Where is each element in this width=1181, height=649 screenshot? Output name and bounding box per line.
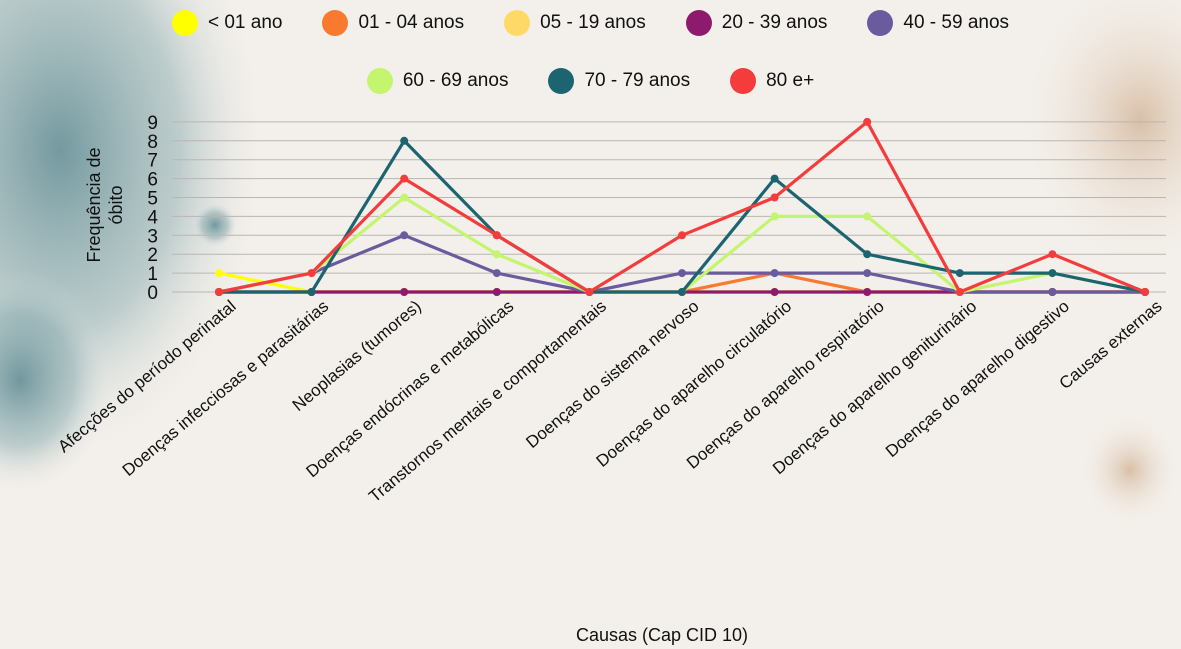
data-point xyxy=(400,174,409,183)
x-tick-label: Doenças do aparelho digestivo xyxy=(882,297,1073,462)
y-tick-label: 0 xyxy=(147,283,158,304)
y-tick-label: 2 xyxy=(147,245,158,266)
data-point xyxy=(400,193,409,202)
data-point xyxy=(770,212,779,221)
data-point xyxy=(770,174,779,183)
data-point xyxy=(863,269,872,278)
data-point xyxy=(492,288,501,296)
legend-row-2: 60 - 69 anos 70 - 79 anos 80 e+ xyxy=(0,68,1181,94)
series-group xyxy=(215,117,1149,296)
legend-swatch xyxy=(171,10,198,36)
y-tick-label: 8 xyxy=(147,132,158,153)
y-axis-label-line-1: Frequência de xyxy=(84,147,104,262)
data-point xyxy=(1048,288,1057,296)
data-point xyxy=(955,269,964,278)
legend-swatch xyxy=(504,10,531,36)
legend-swatch xyxy=(548,68,575,94)
x-tick-label: Doenças do aparelho respiratório xyxy=(683,297,888,473)
series-group xyxy=(215,231,1149,296)
data-point xyxy=(770,269,779,278)
series-group xyxy=(215,193,1149,296)
data-point xyxy=(1048,269,1057,278)
y-tick-label: 7 xyxy=(147,151,158,172)
legend-swatch xyxy=(685,10,712,36)
x-tick-label: Doenças do aparelho geniturinário xyxy=(769,297,980,479)
legend-swatch xyxy=(322,10,349,36)
legend-item: 60 - 69 anos xyxy=(366,68,509,94)
y-tick-label: 4 xyxy=(147,207,158,228)
legend-item: 40 - 59 anos xyxy=(867,10,1009,36)
data-point xyxy=(678,269,686,278)
y-tick-label: 1 xyxy=(147,264,158,285)
series-line xyxy=(218,195,1146,294)
legend-label: 70 - 79 anos xyxy=(584,70,691,91)
series-lines xyxy=(215,117,1149,296)
legend-item: 70 - 79 anos xyxy=(548,68,690,94)
x-tick-label: Afecções do período perinatal xyxy=(54,297,239,457)
data-point xyxy=(678,288,686,296)
data-point xyxy=(215,288,223,296)
legend-swatch xyxy=(730,68,757,94)
series-group xyxy=(215,136,1149,296)
legend-swatch xyxy=(366,68,393,94)
y-tick-label: 3 xyxy=(147,226,158,247)
x-tick-label: Doenças do sistema nervoso xyxy=(522,297,702,452)
data-point xyxy=(400,288,409,296)
legend-label: 01 - 04 anos xyxy=(358,12,465,33)
y-tick-label: 9 xyxy=(147,113,158,134)
data-point xyxy=(1048,250,1057,259)
data-point xyxy=(1141,288,1149,296)
legend-label: 60 - 69 anos xyxy=(402,70,509,91)
legend-item: 05 - 19 anos xyxy=(504,10,646,36)
legend-label: 80 e+ xyxy=(766,70,815,91)
data-point xyxy=(492,250,501,259)
x-axis-label: Causas (Cap CID 10) xyxy=(576,625,748,645)
y-tick-label: 6 xyxy=(147,170,158,191)
data-point xyxy=(492,231,501,240)
legend-label: 20 - 39 anos xyxy=(721,12,828,33)
data-point xyxy=(863,117,872,126)
legend-label: 40 - 59 anos xyxy=(903,12,1010,33)
data-point xyxy=(307,288,316,296)
data-point xyxy=(770,193,779,202)
data-point xyxy=(585,288,594,296)
legend-row-1: < 01 ano 01 - 04 anos 05 - 19 anos 20 - … xyxy=(0,10,1181,36)
legend-item: 80 e+ xyxy=(730,68,814,94)
legend-label: < 01 ano xyxy=(207,12,283,33)
data-point xyxy=(400,136,409,145)
data-point xyxy=(400,231,409,240)
data-point xyxy=(863,212,872,221)
legend-label: 05 - 19 anos xyxy=(540,12,646,33)
legend-item: 20 - 39 anos xyxy=(685,10,828,36)
legend-item: 01 - 04 anos xyxy=(322,10,464,36)
x-tick-label: Doenças do aparelho circulatório xyxy=(593,297,796,471)
legend-swatch xyxy=(867,10,894,36)
data-point xyxy=(215,269,223,278)
y-tick-label: 5 xyxy=(147,189,158,210)
data-point xyxy=(307,269,316,278)
data-point xyxy=(492,269,501,278)
y-axis-label-line-2: óbito xyxy=(106,185,126,224)
data-point xyxy=(678,231,686,240)
data-point xyxy=(863,250,872,259)
legend-item: < 01 ano xyxy=(171,10,283,36)
data-point xyxy=(770,288,779,296)
data-point xyxy=(863,288,872,296)
data-point xyxy=(955,288,964,296)
series-line xyxy=(218,120,1146,294)
x-tick-label: Doenças infecciosas e parasitárias xyxy=(119,297,332,480)
